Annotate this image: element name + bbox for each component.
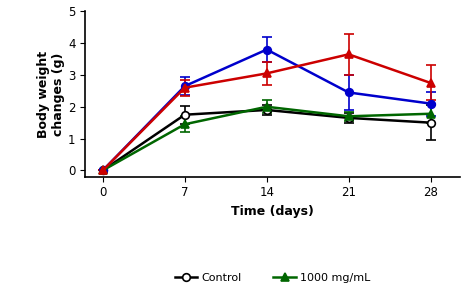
X-axis label: Time (days): Time (days): [231, 205, 314, 218]
Y-axis label: Body weight
changes (g): Body weight changes (g): [37, 50, 65, 138]
Legend: Control, 500 mg/mL, 1000 mg/mL, 2000 mg/mL: Control, 500 mg/mL, 1000 mg/mL, 2000 mg/…: [170, 268, 375, 285]
